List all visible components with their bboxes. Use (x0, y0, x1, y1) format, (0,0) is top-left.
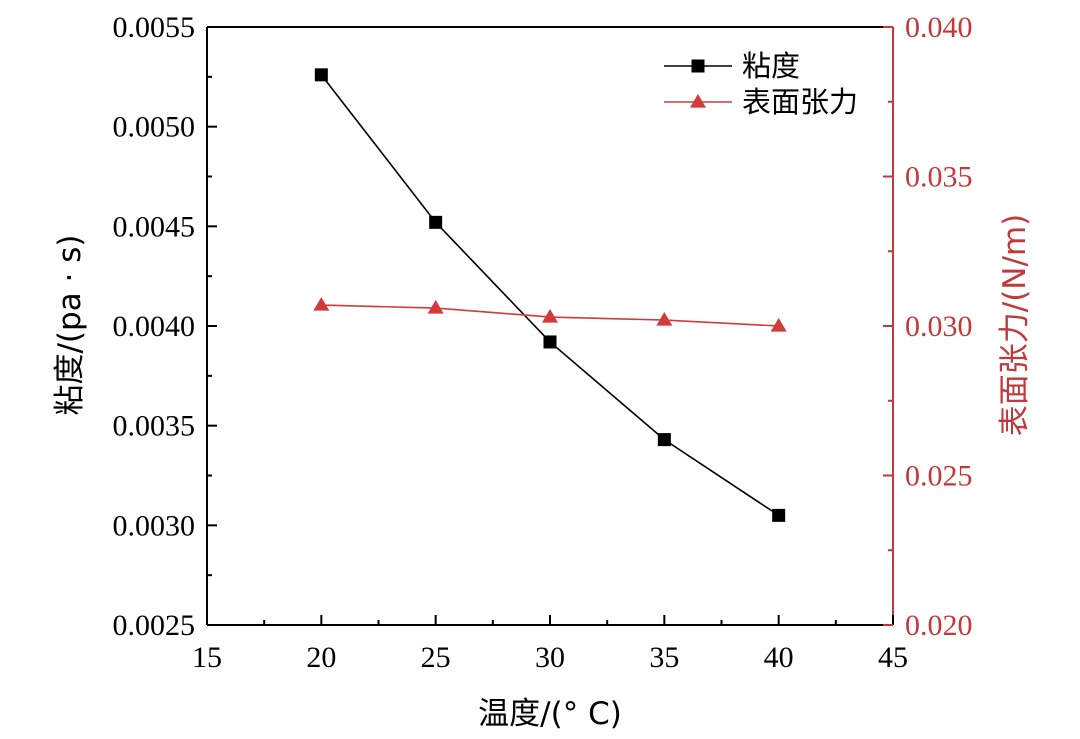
x-tick-label: 45 (878, 641, 908, 674)
left-tick-label: 0.0050 (113, 111, 196, 144)
x-tick-label: 20 (306, 641, 336, 674)
legend-surface-tension-marker (690, 94, 706, 108)
left-y-axis: 0.0025 0.0030 0.0035 0.0040 0.0045 0.0050 0.00… (113, 11, 217, 642)
right-tick-label: 0.040 (905, 11, 973, 44)
left-tick-label: 0.0025 (113, 609, 196, 642)
surface-tension-point (427, 300, 444, 314)
right-tick-label: 0.020 (905, 609, 973, 642)
x-tick-label: 40 (764, 641, 794, 674)
x-tick-label: 35 (649, 641, 679, 674)
surface-tension-point (313, 297, 330, 311)
legend-viscosity-label: 粘度 (742, 49, 800, 83)
left-tick-label: 0.0055 (113, 11, 196, 44)
left-tick-label: 0.0040 (113, 310, 196, 343)
surface-tension-point (656, 312, 673, 326)
legend-box (656, 44, 878, 122)
right-tick-label: 0.025 (905, 460, 973, 493)
right-y-axis: 0.020 0.025 0.030 0.035 0.040 (883, 11, 973, 642)
viscosity-point (543, 335, 557, 349)
right-tick-label: 0.030 (905, 310, 973, 343)
surface-tension-point (542, 309, 558, 323)
viscosity-point (314, 68, 328, 82)
legend-surface-tension-label: 表面张力 (742, 85, 858, 119)
x-tick-label: 25 (421, 641, 451, 674)
left-y-axis-title: 粘度/(pa · s) (52, 234, 88, 415)
right-y-axis-title: 表面张力/(N/m) (997, 214, 1033, 436)
viscosity-point (657, 433, 671, 447)
right-tick-label: 0.035 (905, 161, 973, 194)
viscosity-point (772, 508, 786, 522)
surface-tension-point (770, 318, 787, 332)
viscosity-line (320, 74, 780, 517)
series-layer (313, 68, 787, 522)
x-axis: 15 20 25 30 35 40 45 (192, 615, 908, 674)
left-tick-label: 0.0030 (113, 509, 196, 542)
viscosity-point (429, 215, 443, 229)
left-tick-label: 0.0035 (113, 410, 196, 443)
legend-viscosity-marker (691, 59, 705, 73)
left-tick-label: 0.0045 (113, 210, 196, 243)
x-axis-title: 温度/(° C) (478, 696, 622, 732)
x-tick-label: 30 (535, 641, 565, 674)
x-tick-label: 15 (192, 641, 222, 674)
